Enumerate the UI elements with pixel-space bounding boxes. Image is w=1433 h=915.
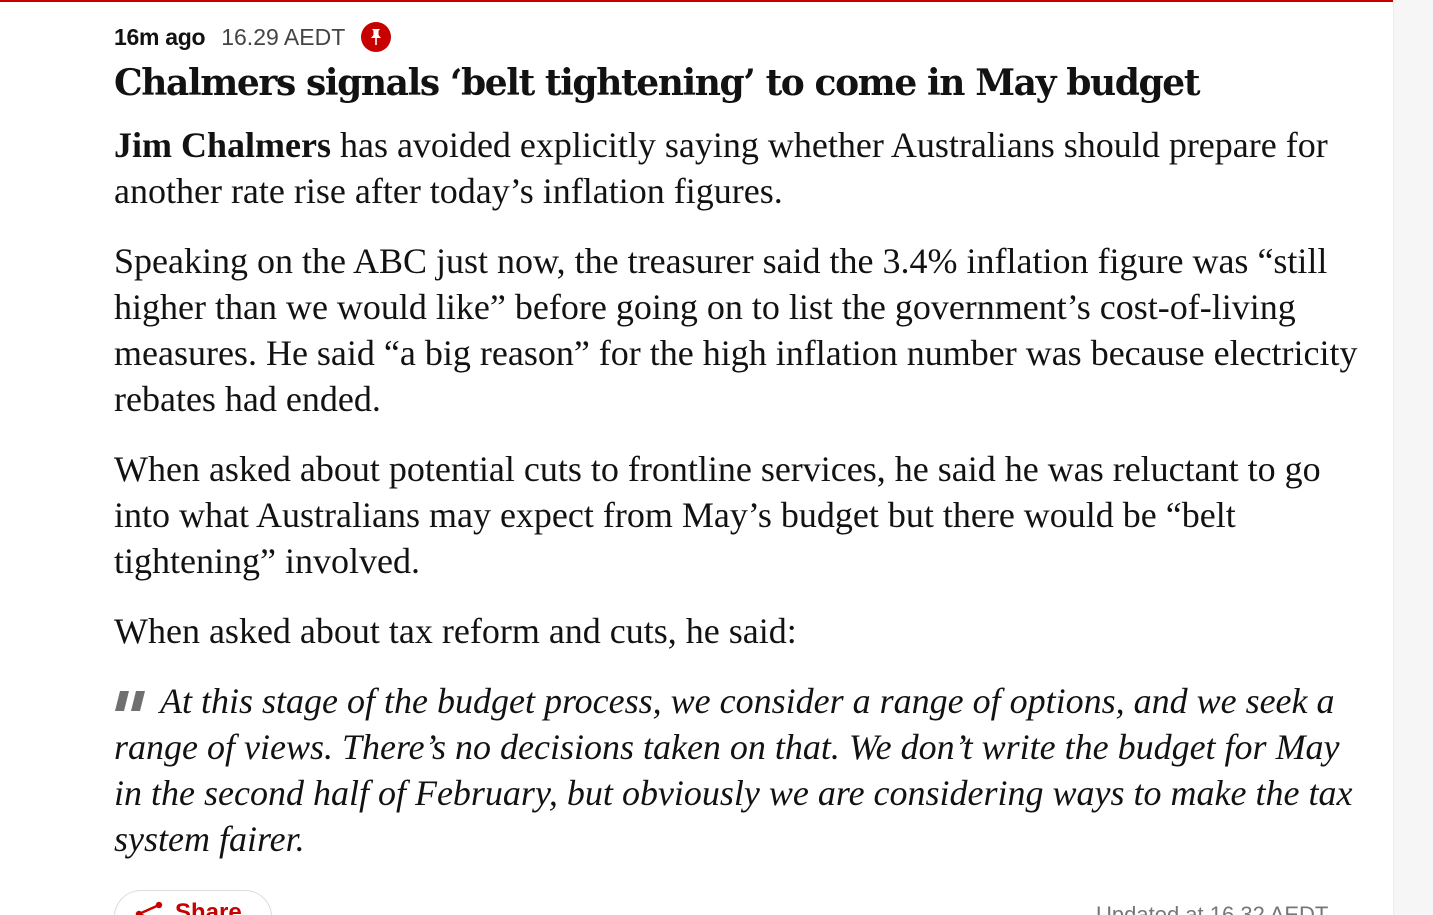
share-button[interactable]: Share [114, 890, 272, 915]
paragraph-2: Speaking on the ABC just now, the treasu… [114, 241, 1358, 419]
quote-text: At this stage of the budget process, we … [114, 681, 1353, 859]
entry-headline: Chalmers signals ‘belt tightening’ to co… [114, 62, 1200, 104]
quote-mark-icon [114, 678, 150, 724]
paragraph-4: When asked about tax reform and cuts, he… [114, 611, 797, 651]
entry-meta: 16m ago 16.29 AEDT [114, 21, 392, 53]
pin-icon [361, 22, 392, 52]
liveblog-entry: 16m ago 16.29 AEDT Chalmers signals ‘bel… [0, 0, 1393, 915]
timestamp: 16.29 AEDT [221, 23, 346, 50]
paragraph-3: When asked about potential cuts to front… [114, 449, 1321, 581]
updated-timestamp: Updated at 16.32 AEDT [1096, 902, 1329, 915]
share-label: Share [175, 899, 242, 915]
paragraph-1: Jim Chalmers has avoided explicitly sayi… [114, 122, 1374, 214]
entry-body: Jim Chalmers has avoided explicitly sayi… [114, 122, 1374, 862]
time-ago: 16m ago [114, 23, 206, 50]
person-name[interactable]: Jim Chalmers [114, 125, 331, 165]
paragraph-text: has avoided explicitly saying whether Au… [114, 125, 1328, 211]
scroll-gutter [1393, 0, 1433, 915]
share-icon [135, 901, 163, 915]
pull-quote: At this stage of the budget process, we … [114, 678, 1374, 862]
